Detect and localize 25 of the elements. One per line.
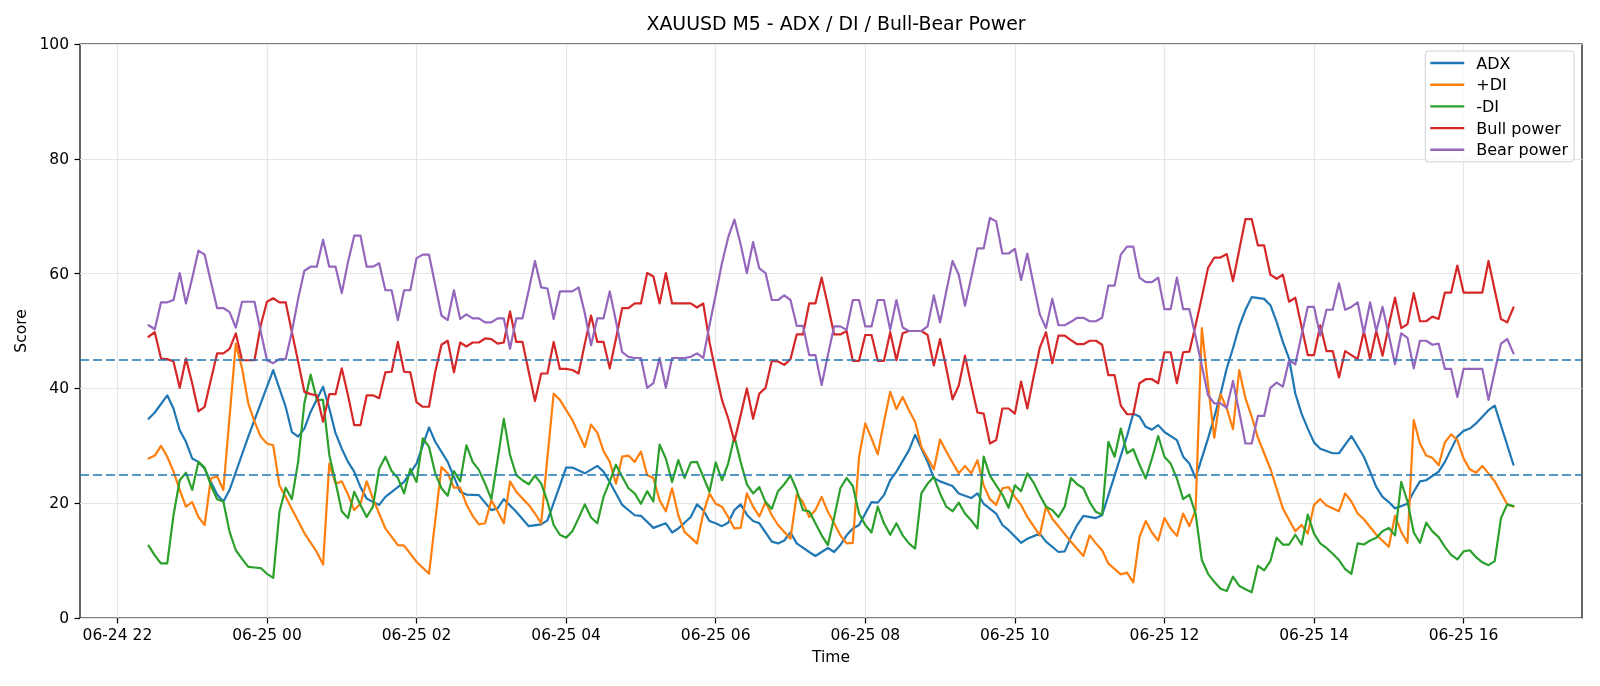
legend-label: Bull power <box>1476 118 1562 138</box>
y-tick-label: 80 <box>49 149 69 168</box>
x-tick-label: 06-25 04 <box>531 626 601 644</box>
legend-label: +DI <box>1476 75 1507 95</box>
y-tick-label: 60 <box>49 264 69 283</box>
legend-label: Bear power <box>1476 140 1569 160</box>
x-tick-label: 06-25 12 <box>1129 626 1200 644</box>
x-tick-label: 06-25 06 <box>680 626 751 644</box>
x-tick-label: 06-25 14 <box>1279 626 1349 644</box>
line-series <box>147 373 1515 594</box>
legend-label: ADX <box>1476 53 1511 73</box>
x-tick-label: 06-24 22 <box>82 626 153 644</box>
x-tick-label: 06-25 08 <box>830 626 901 644</box>
y-tick-label: 100 <box>39 35 69 53</box>
x-axis-title: Time <box>811 648 850 666</box>
x-tick-label: 06-25 16 <box>1428 626 1499 644</box>
y-tick-label: 20 <box>49 494 69 513</box>
y-tick-label: 40 <box>49 379 69 398</box>
y-axis-title: Score <box>11 309 30 353</box>
x-tick-label: 06-25 10 <box>980 626 1050 644</box>
x-tick-label: 06-25 00 <box>232 626 302 644</box>
x-tick-label: 06-25 02 <box>381 626 452 644</box>
legend-label: -DI <box>1476 96 1500 116</box>
chart-title: XAUUSD M5 - ADX / DI / Bull-Bear Power <box>646 11 1026 34</box>
y-tick-label: 0 <box>59 609 69 627</box>
